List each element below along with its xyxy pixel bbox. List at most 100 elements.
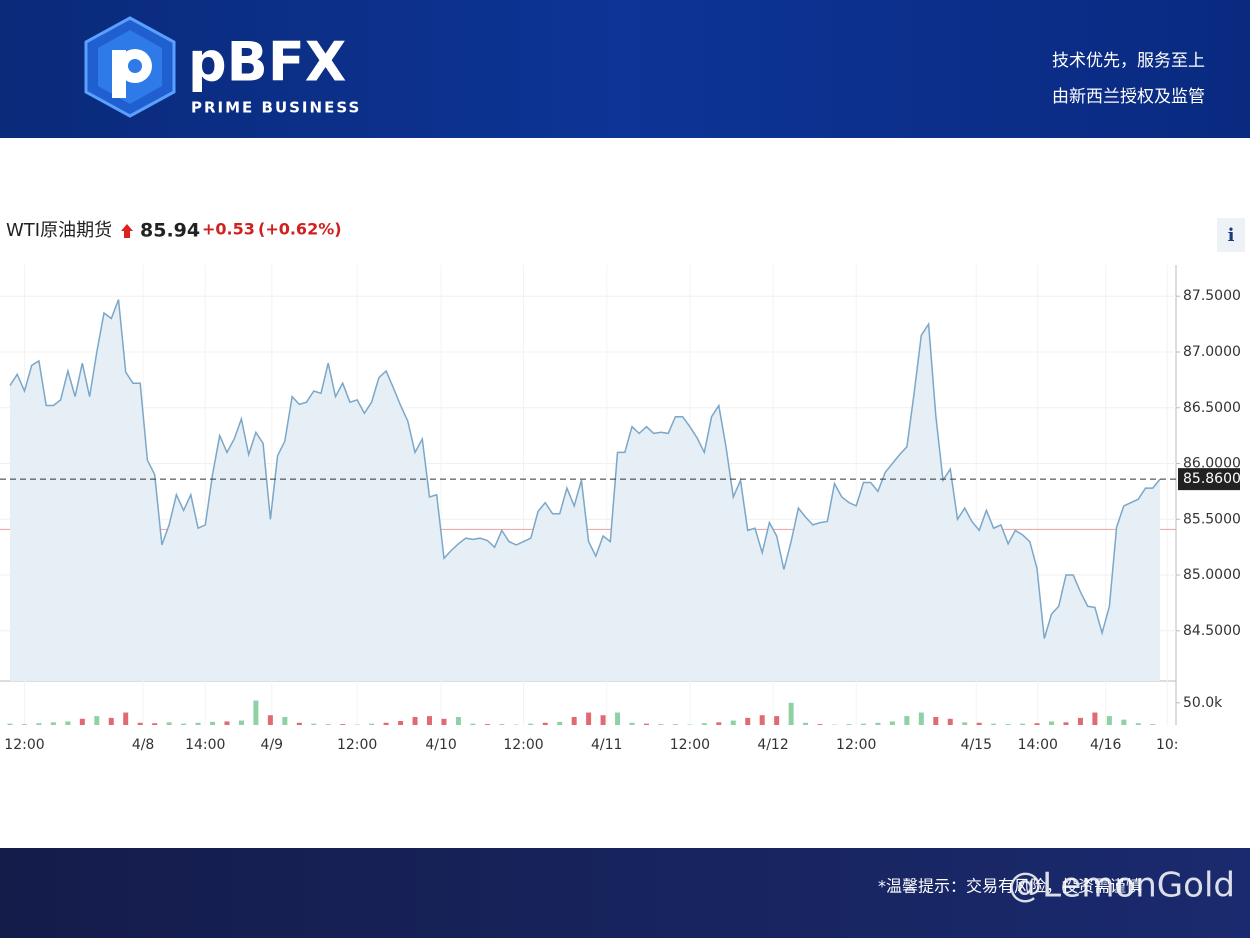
y-tick-label: 85.0000 [1183,567,1241,583]
volume-bar [470,723,476,725]
volume-bar [615,712,621,725]
volume-bar [1106,716,1112,725]
price: 85.94 [140,220,200,242]
volume-bar [398,721,404,725]
license: 由新西兰授权及监管 [1052,87,1205,107]
x-tick-label: 12:00 [670,737,710,753]
current-label: 85.8600 [1183,471,1241,487]
volume-bar [1135,723,1141,725]
volume-bar [643,723,649,725]
volume-bar [586,712,592,725]
volume-bar [166,722,172,725]
volume-bar [253,700,259,725]
footer [0,848,1250,938]
volume-bar [1063,722,1069,725]
x-tick-label: 12:00 [337,737,377,753]
info-icon[interactable]: i [1228,225,1235,246]
logo [84,16,176,118]
volume-bar [325,724,331,725]
volume-bar [21,724,27,725]
volume-bar [860,723,866,725]
x-tick-label: 12:00 [4,737,44,753]
notice: *温馨提示：交易有风险，投资需谨慎 [878,877,1142,896]
volume-bar [991,723,997,725]
volume-bar [803,722,809,725]
volume-bar [788,702,794,725]
price-line [9,299,1161,639]
up-arrow [121,224,133,238]
brand: pBFX [188,31,346,94]
instrument-name: WTI原油期货 [6,220,112,241]
volume-bar [774,716,780,725]
plot: 84.5000 85.0000 85.5000 86.0000 86.5000 87.00… [0,265,1241,753]
volume-bar [962,722,968,725]
volume-bar [528,723,534,725]
slogan: 技术优先，服务至上 [1052,51,1205,71]
volume-bar [542,722,548,725]
x-tick-label: 4/9 [261,737,284,753]
volume-bar [701,723,707,725]
volume-bar [1150,724,1156,725]
x-tick-label: 4/12 [757,737,788,753]
volume-bar [369,723,375,725]
volume-bar [1034,723,1040,725]
brand-sub: PRIME BUSINESS [191,99,361,117]
x-tick-label: 4/11 [591,737,622,753]
x-tick-label: 14:00 [1018,737,1058,753]
volume-bar [557,721,563,725]
y-tick-label: 84.5000 [1183,623,1241,639]
volume-bar [976,722,982,725]
volume-bar [311,723,317,725]
volume-bar [658,724,664,725]
volume-bar [484,724,490,725]
volume-bar [50,722,56,725]
volume-bar [499,724,505,725]
volume-bar [267,715,273,725]
y-tick-label: 87.5000 [1183,288,1241,304]
volume-bar [889,721,895,725]
volume-bar [94,716,100,725]
header [0,0,1250,138]
y-tick-label: 87.0000 [1183,344,1241,360]
volume-bar [7,723,13,725]
volume-bar [629,722,635,725]
change: +0.53 [202,220,255,239]
volume-bar [918,712,924,725]
volume-bar [1020,723,1026,725]
volume-bar [745,717,751,725]
volume-bar [123,712,129,725]
info-button[interactable] [1217,218,1245,252]
x-tick-label: 10: [1156,737,1179,753]
volume-bar [210,721,216,725]
volume-bar [571,717,577,725]
current-badge [1178,468,1240,491]
volume-bar [933,717,939,725]
volume-bar [340,724,346,725]
volume-bar [846,724,852,725]
volume-bar [455,717,461,725]
volume-bar [1121,719,1127,725]
price-area [10,299,1160,681]
volume-bar [1077,717,1083,725]
volume-bar [137,722,143,725]
volume-tick-label: 50.0k [1183,695,1223,711]
x-tick-label: 12:00 [503,737,543,753]
x-tick-label: 4/15 [961,737,992,753]
volume-bar [875,722,881,725]
volume-bar [759,715,765,725]
y-tick-label: 85.5000 [1183,511,1241,527]
volume-bar [181,723,187,725]
change-pct: (+0.62%) [258,220,342,239]
x-tick-label: 4/16 [1090,737,1122,753]
volume-bar [296,722,302,725]
y-tick-label: 86.0000 [1183,456,1241,472]
volume-bar [224,721,230,725]
volume-bar [817,724,823,725]
volume-bar [79,718,85,725]
volume-bar [672,724,678,725]
volume-bar [238,720,244,725]
volume-bar [65,721,71,725]
volume-bar [282,717,288,725]
volume-bar [904,716,910,725]
